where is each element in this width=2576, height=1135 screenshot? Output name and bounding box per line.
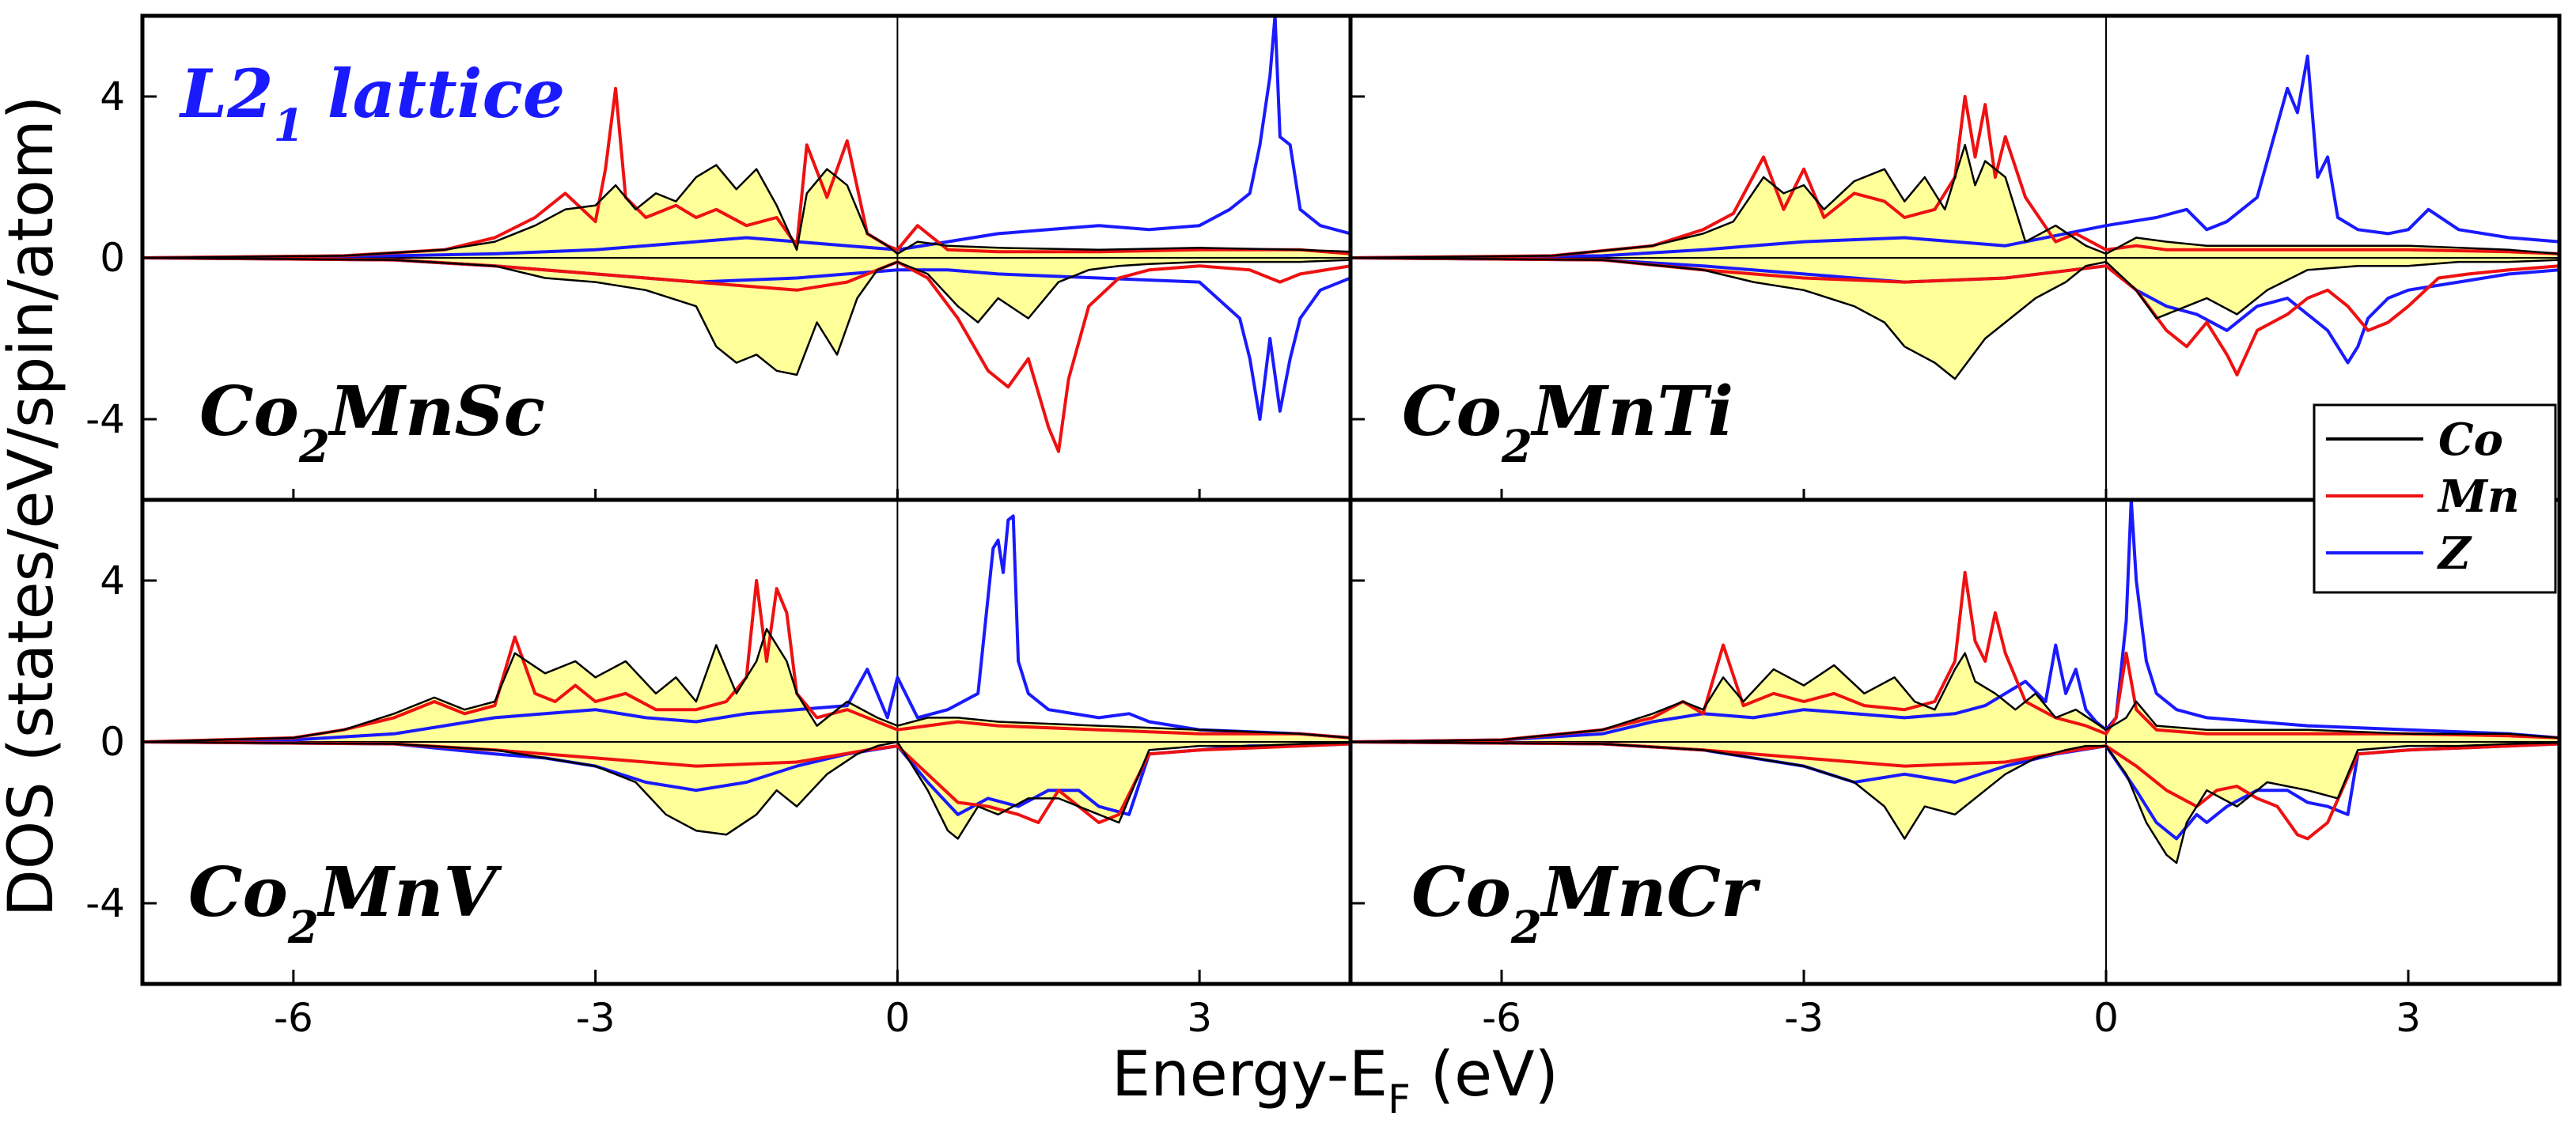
y-tick-label: 4: [100, 74, 125, 119]
x-tick-label: -3: [576, 995, 616, 1041]
z-up-line: [1351, 500, 2559, 743]
compound-label-b: MnSc: [328, 372, 545, 452]
co-up-line: [1351, 143, 2559, 259]
co-down-line: [1351, 740, 2559, 864]
x-tick-label: 3: [2396, 995, 2421, 1041]
dos-panel-mncr: -6 -3 0 3 Co2MnCr: [1348, 498, 2562, 1041]
lattice-label-sub: 1: [274, 100, 305, 152]
compound-label-a: Co: [1402, 372, 1502, 452]
compound-label-b: MnV: [316, 853, 503, 933]
mn-up-line: [142, 86, 1351, 259]
y-tick-label: 4: [100, 558, 125, 603]
compound-label: Co2MnSc: [199, 372, 545, 473]
co-down-line: [142, 740, 1351, 840]
compound-label-sub: 2: [1510, 902, 1542, 954]
co-down-line: [142, 256, 1351, 376]
compound-label: Co2MnCr: [1411, 853, 1761, 954]
x-tick-label: -3: [1784, 995, 1824, 1041]
x-axis-title-unit: (eV): [1411, 1039, 1559, 1110]
plot-area: [1351, 500, 2559, 984]
y-tick-label: -4: [85, 880, 125, 926]
x-tick-label: 0: [885, 995, 910, 1041]
y-tick-label: 0: [100, 719, 125, 765]
co-up-line: [142, 164, 1351, 259]
lattice-label: L21 lattice: [179, 55, 565, 152]
mn-down-line: [142, 740, 1351, 824]
dos-panel-mnv: -6 -3 0 3 -4 0 4 Co2MnV: [85, 498, 1353, 1041]
mn-down-line: [1351, 740, 2559, 841]
mn-down-line: [1351, 256, 2559, 376]
z-up-line: [142, 16, 1351, 259]
legend-label-mn: Mn: [2437, 471, 2520, 523]
legend-label-co: Co: [2438, 414, 2503, 466]
x-tick-label: 0: [2093, 995, 2119, 1041]
mn-up-line: [1351, 570, 2559, 743]
co-up-fill: [142, 629, 1351, 742]
co-up-fill: [1351, 145, 2559, 258]
plot-area: [142, 16, 1351, 500]
compound-label-a: Co: [188, 853, 288, 933]
mn-down-line: [142, 256, 1351, 453]
co-down-fill: [142, 742, 1351, 839]
x-tick-label: -6: [1482, 995, 1521, 1041]
legend-label-z: Z: [2437, 528, 2472, 580]
x-tick-label: -6: [274, 995, 313, 1041]
compound-label-b: MnTi: [1530, 372, 1733, 452]
compound-label-sub: 2: [287, 902, 319, 954]
compound-label-sub: 2: [298, 421, 330, 473]
co-down-line: [1351, 256, 2559, 380]
dos-panel-mnsc: -4 0 4 Co2MnSc: [85, 13, 1353, 502]
compound-label-b: MnCr: [1540, 853, 1761, 933]
co-up-fill: [1351, 653, 2559, 742]
x-axis-title-sub: F: [1388, 1076, 1411, 1122]
y-axis-title: DOS (states/eV/spin/atom): [0, 96, 67, 917]
co-down-fill: [1351, 742, 2559, 863]
compound-label-a: Co: [1411, 853, 1511, 933]
lattice-label-main: L2: [179, 55, 274, 133]
co-down-fill: [1351, 258, 2559, 379]
legend-box: [2313, 403, 2557, 594]
lattice-label-rest: lattice: [304, 55, 565, 133]
z-up-line: [1351, 55, 2559, 259]
y-tick-label: 0: [100, 235, 125, 281]
compound-label: Co2MnTi: [1402, 372, 1733, 473]
dos-panel-mnti: Co2MnTi: [1348, 13, 2562, 502]
co-up-line: [1351, 652, 2559, 743]
x-axis-title-main: Energy-E: [1112, 1039, 1388, 1110]
x-axis-title: Energy-EF (eV): [1112, 1039, 1559, 1122]
compound-label-sub: 2: [1501, 421, 1532, 473]
plot-area: [142, 500, 1351, 984]
co-down-fill: [142, 258, 1351, 375]
co-up-line: [142, 627, 1351, 743]
x-tick-label: 3: [1187, 995, 1212, 1041]
plot-area: [1351, 16, 2559, 500]
compound-label-a: Co: [199, 372, 299, 452]
mn-up-line: [1351, 95, 2559, 259]
y-tick-label: -4: [85, 396, 125, 442]
compound-label: Co2MnV: [188, 853, 503, 954]
co-up-fill: [142, 165, 1351, 258]
z-up-line: [142, 514, 1351, 743]
